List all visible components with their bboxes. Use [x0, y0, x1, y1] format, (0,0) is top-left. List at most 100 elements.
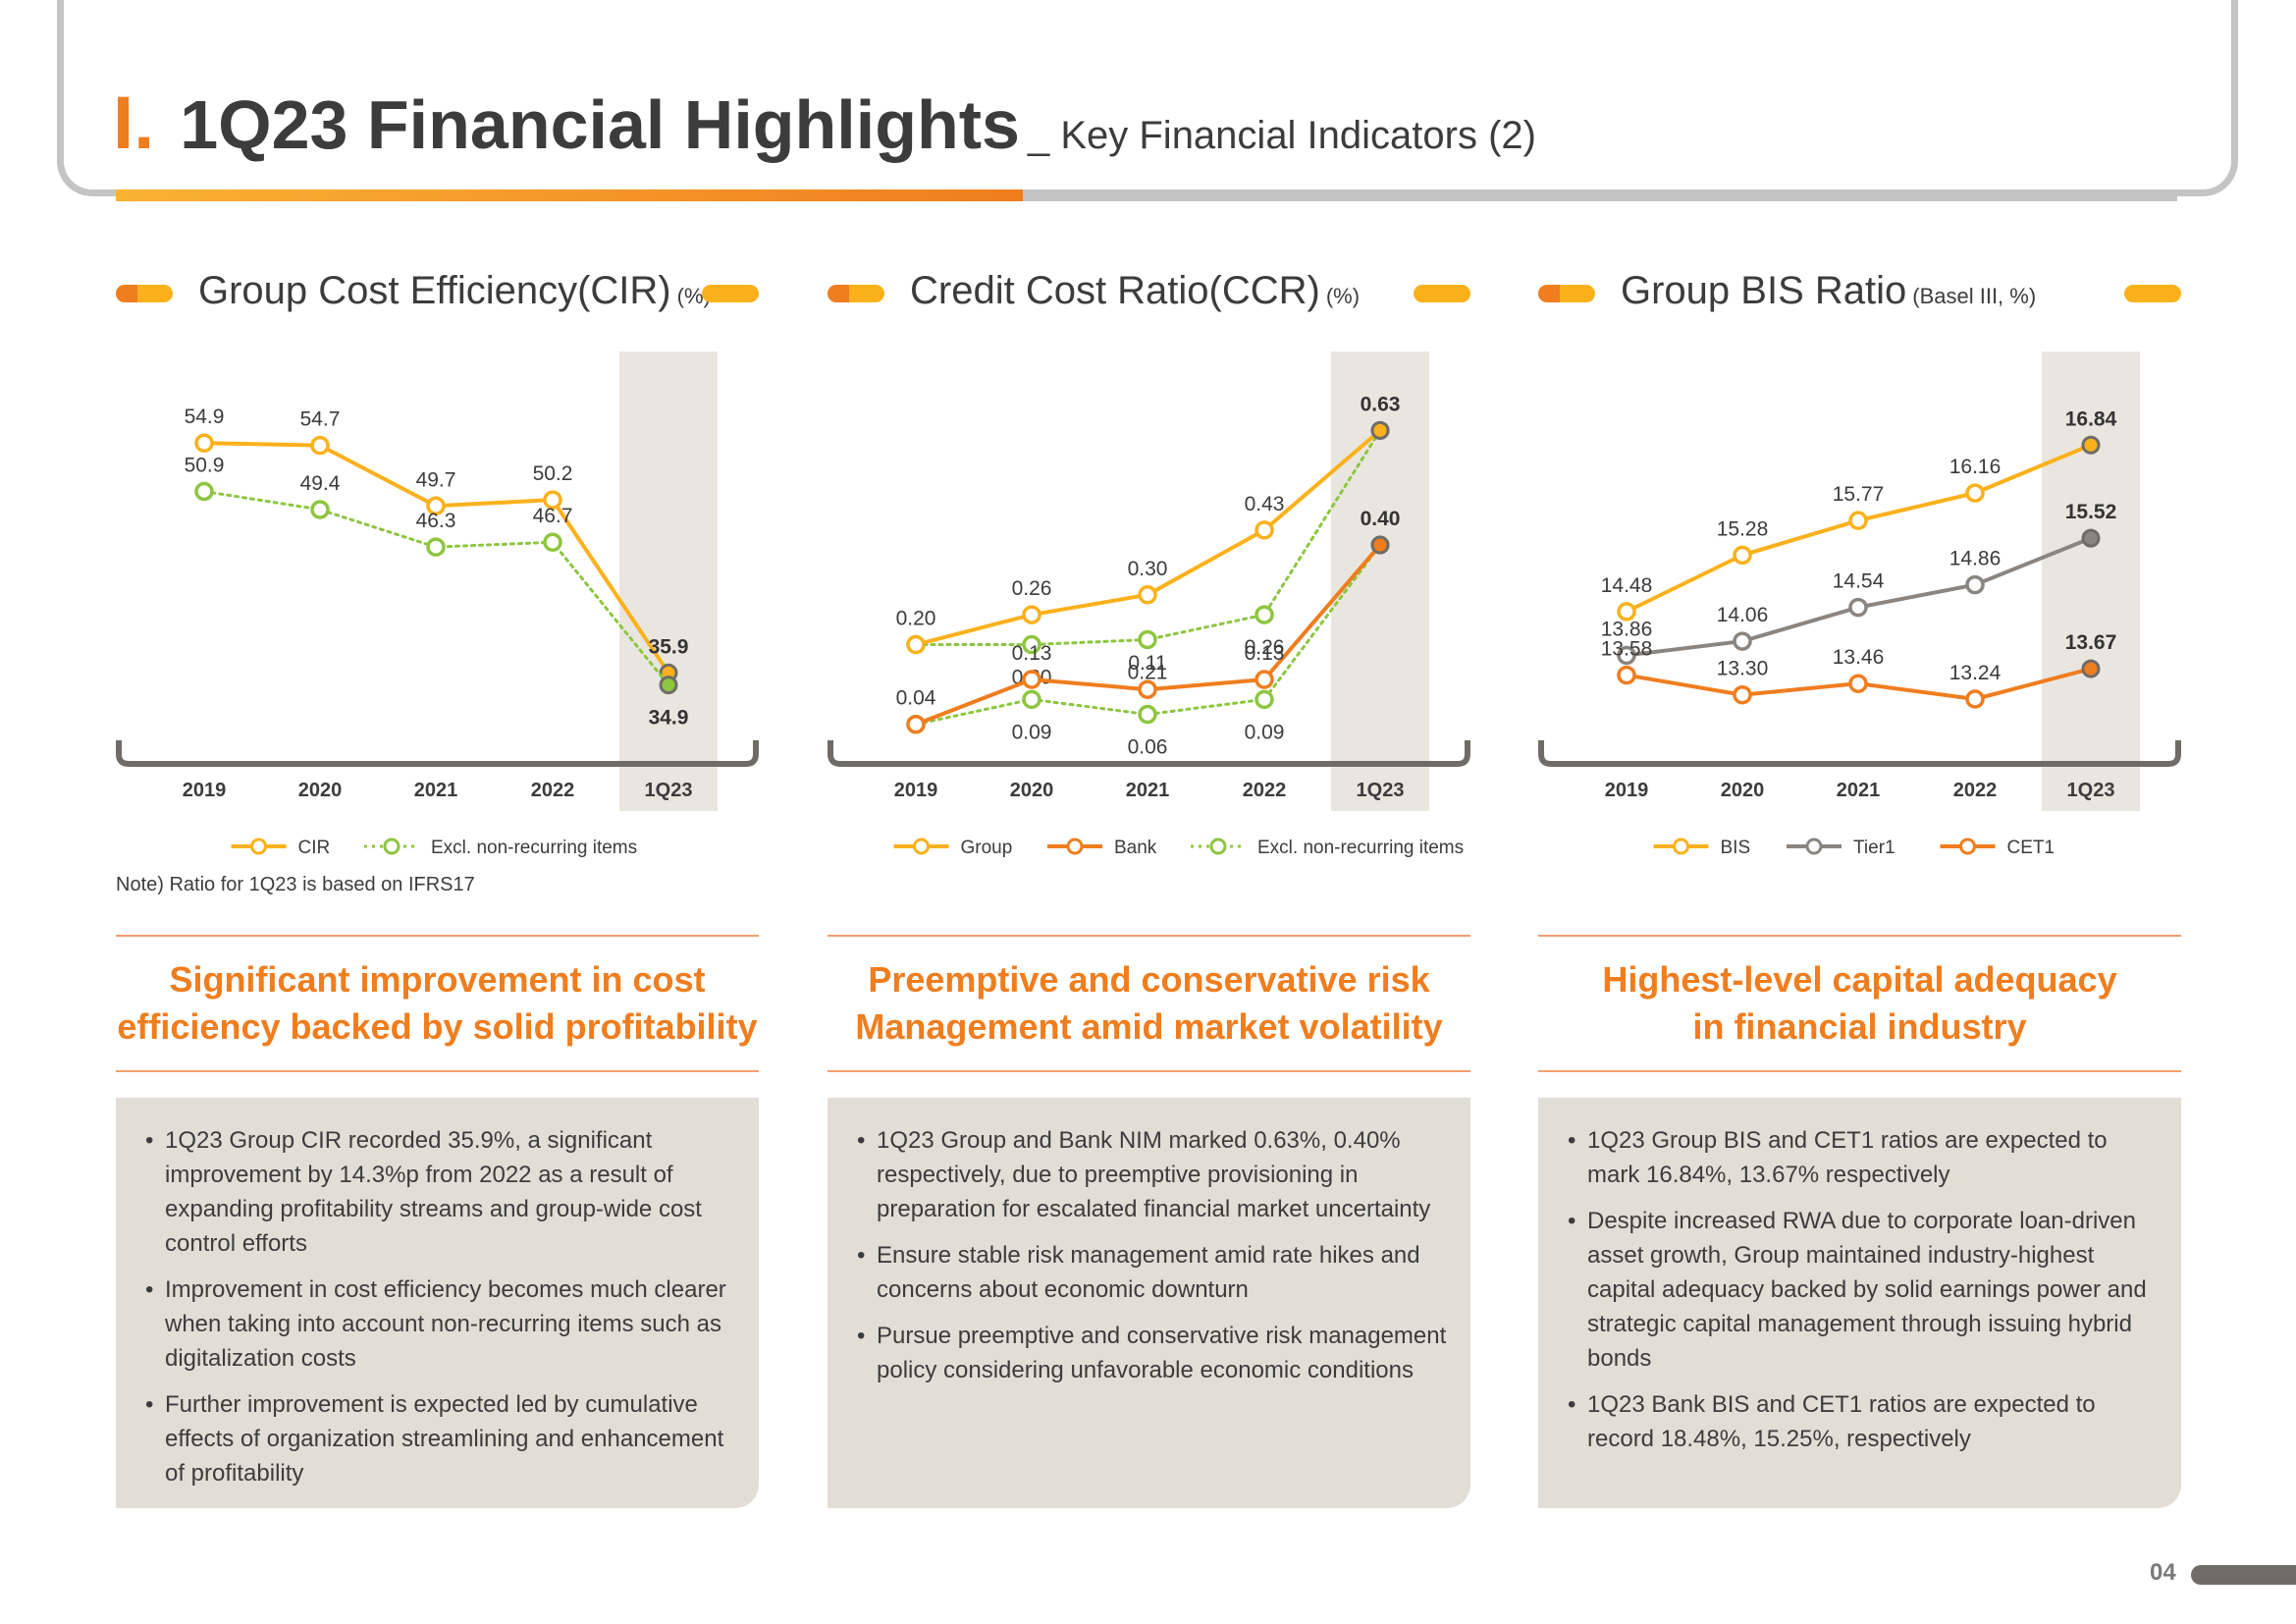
legend-marker: [250, 838, 267, 855]
data-label: 50.9: [185, 454, 225, 476]
x-tick-label: 2020: [298, 780, 343, 801]
excl-non-recurring-items-bank-point: [1022, 689, 1041, 710]
panel-bis: Group BIS Ratio (Basel III, %) 2019 2020 20…: [1538, 265, 2181, 858]
legend-marker: [913, 838, 930, 855]
tier1-line: [1625, 536, 2093, 658]
data-label: 15.28: [1717, 517, 1769, 540]
bis-chart: 2019 2020 2021 2022 1Q23 14.48 15.28 15.77 16.16…: [1538, 352, 2181, 858]
bullet-box: 1Q23 Group and Bank NIM marked 0.63%, 0.…: [828, 1098, 1470, 1508]
panel-unit: (Basel III, %): [1912, 284, 2037, 308]
data-label: 16.16: [1949, 456, 2002, 478]
data-label: 0.11: [1128, 652, 1166, 675]
legend-marker: [1066, 838, 1084, 855]
panel-title-text: Group BIS Ratio: [1621, 269, 1907, 312]
data-label: 0.30: [1128, 558, 1168, 580]
bullet-item: 1Q23 Group BIS and CET1 ratios are expec…: [1568, 1123, 2162, 1192]
data-label: 0.40: [1361, 508, 1401, 530]
legend-marker: [1959, 838, 1976, 855]
data-label: 0.20: [896, 608, 936, 630]
legend-label: Bank: [1114, 838, 1157, 858]
legend-label: CIR: [298, 838, 331, 858]
cet1-point: [2081, 659, 2101, 678]
panel-title: Group Cost Efficiency(CIR) (%): [198, 269, 711, 313]
panel-cir: Group Cost Efficiency(CIR) (%) 2019 2020 20…: [116, 265, 759, 858]
cet1-point: [1733, 684, 1752, 705]
data-label: 15.52: [2065, 501, 2117, 523]
data-label: 0.13: [1245, 642, 1285, 665]
group-point: [906, 634, 926, 655]
data-label: 35.9: [649, 635, 689, 658]
panel-title: Credit Cost Ratio(CCR) (%): [910, 269, 1360, 313]
excl-non-recurring-items-bank-point: [1138, 704, 1157, 725]
title-row: I. 1Q23 Financial Highlights _ Key Finan…: [113, 81, 1536, 169]
panel-title: Group BIS Ratio (Basel III, %): [1621, 269, 2036, 313]
x-tick-label: 2019: [894, 780, 938, 801]
bank-point: [1138, 679, 1157, 699]
data-label: 0.26: [1012, 577, 1052, 600]
panel-ccr: Credit Cost Ratio(CCR) (%) 2019 2020 2021 20…: [828, 265, 1470, 858]
data-label: 50.2: [533, 462, 573, 485]
bullet-item: Further improvement is expected led by c…: [145, 1387, 739, 1490]
header-progress-bar: [116, 189, 2177, 201]
panel-header: Group Cost Efficiency(CIR) (%): [116, 265, 759, 322]
group-point: [1255, 520, 1274, 540]
headline-box: Significant improvement in cost efficien…: [116, 935, 759, 1072]
bis-point: [1848, 511, 1868, 530]
data-label: 15.77: [1833, 483, 1885, 506]
excl-non-recurring-items-point: [194, 481, 214, 502]
legend-label: Tier1: [1853, 838, 1896, 858]
bullet-item: Ensure stable risk management amid rate …: [857, 1238, 1451, 1307]
page-title: 1Q23 Financial Highlights: [180, 86, 1020, 163]
legend-label: CET1: [2007, 838, 2056, 858]
excl-non-recurring-items-point: [1138, 629, 1157, 650]
data-label: 49.4: [300, 472, 341, 495]
group-point: [1370, 420, 1390, 440]
data-label: 54.9: [185, 406, 225, 428]
x-tick-label: 2019: [1605, 780, 1649, 801]
data-label: 13.58: [1601, 638, 1653, 661]
axis-bracket: [1538, 740, 2181, 767]
highlight-column: [2042, 352, 2140, 811]
bullet-box: 1Q23 Group CIR recorded 35.9%, a signifi…: [116, 1098, 759, 1508]
data-label: 14.48: [1601, 574, 1653, 597]
excl-non-recurring-items-point: [310, 500, 330, 519]
x-tick-label: 2019: [183, 780, 227, 801]
bank-point: [1255, 670, 1274, 689]
data-label: 13.46: [1833, 646, 1885, 669]
cet1-point: [1965, 689, 1985, 709]
cir-point: [310, 435, 330, 456]
header-progress-fill: [116, 189, 1023, 201]
bullet-box: 1Q23 Group BIS and CET1 ratios are expec…: [1538, 1098, 2181, 1508]
pill-right: [1414, 285, 1470, 302]
bank-point: [906, 714, 926, 734]
data-label: 14.86: [1949, 548, 2002, 570]
data-label: 54.7: [300, 408, 341, 431]
excl-non-recurring-items-bank-point: [1255, 689, 1274, 710]
data-label: 13.86: [1601, 618, 1653, 640]
data-label: 13.67: [2065, 631, 2117, 654]
legend-marker: [1209, 838, 1227, 855]
cet1-point: [1617, 665, 1636, 685]
data-label: 13.24: [1949, 662, 2002, 684]
bis-point: [1617, 602, 1636, 622]
cir-chart: 2019 2020 2021 2022 1Q23 54.9 54.7 49.7 50.2 35.9…: [116, 352, 759, 858]
cir-point: [426, 496, 446, 516]
legend-marker: [1673, 838, 1689, 855]
data-label: 0.63: [1361, 393, 1401, 415]
panel-title-text: Credit Cost Ratio(CCR): [910, 269, 1320, 312]
data-label: 0.06: [1128, 736, 1168, 759]
legend-label: Excl. non-recurring items: [1257, 838, 1464, 858]
page-number: 04: [2150, 1559, 2176, 1586]
data-label: 34.9: [649, 707, 689, 730]
ccr-chart: 2019 2020 2021 2022 1Q23 0.20 0.21 0.26 0.09 0.06…: [828, 352, 1470, 858]
legend-label: Group: [961, 838, 1013, 858]
excl-non-recurring-items-point: [426, 537, 446, 557]
legend-label: BIS: [1721, 838, 1751, 858]
bis-point: [2081, 435, 2101, 455]
pill-left: [116, 285, 173, 302]
data-label: 14.06: [1717, 604, 1769, 626]
bullet-item: 1Q23 Group and Bank NIM marked 0.63%, 0.…: [857, 1123, 1451, 1226]
data-label: 0.26: [1245, 636, 1285, 659]
data-label: 0.21: [1128, 661, 1168, 683]
headline: Preemptive and conservative risk Managem…: [855, 959, 1443, 1047]
